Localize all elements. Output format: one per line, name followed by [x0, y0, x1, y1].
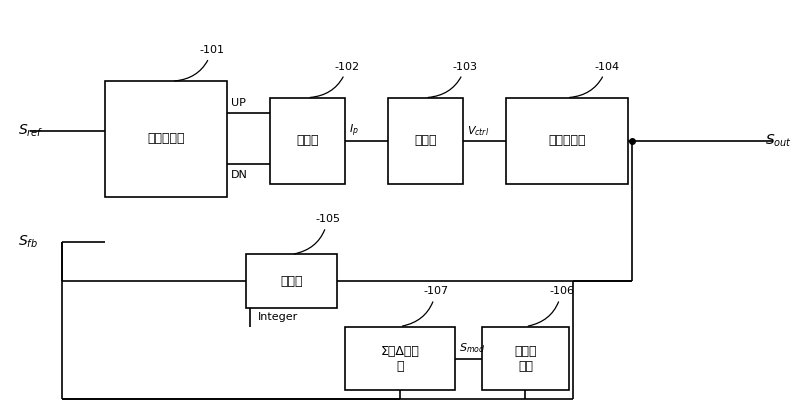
Text: -106: -106 — [528, 286, 574, 326]
FancyBboxPatch shape — [105, 81, 226, 196]
FancyBboxPatch shape — [388, 98, 462, 184]
Text: -107: -107 — [402, 286, 449, 326]
Text: $V_{ctrl}$: $V_{ctrl}$ — [466, 124, 489, 138]
Text: 分频器: 分频器 — [280, 275, 303, 288]
Text: -102: -102 — [310, 62, 360, 97]
Text: UP: UP — [230, 98, 246, 108]
Text: 鉴频鉴相器: 鉴频鉴相器 — [147, 133, 185, 145]
Text: 压控振荡器: 压控振荡器 — [548, 135, 586, 148]
Text: Integer: Integer — [258, 312, 298, 322]
FancyBboxPatch shape — [246, 255, 337, 308]
Text: -105: -105 — [294, 214, 340, 254]
Text: 滤波器: 滤波器 — [414, 135, 437, 148]
Text: -103: -103 — [428, 62, 478, 97]
Text: 波形产
生器: 波形产 生器 — [514, 344, 537, 372]
Text: DN: DN — [230, 170, 247, 180]
Text: $I_p$: $I_p$ — [349, 122, 358, 139]
Text: $S_{out}$: $S_{out}$ — [766, 133, 792, 149]
FancyBboxPatch shape — [506, 98, 628, 184]
Text: 电荷泵: 电荷泵 — [296, 135, 318, 148]
Text: $S_{ref}$: $S_{ref}$ — [18, 122, 44, 139]
Text: $S_{fb}$: $S_{fb}$ — [18, 234, 38, 250]
FancyBboxPatch shape — [482, 326, 569, 390]
Text: $S_{mod}$: $S_{mod}$ — [458, 342, 485, 355]
FancyBboxPatch shape — [270, 98, 345, 184]
FancyBboxPatch shape — [345, 326, 454, 390]
Text: -101: -101 — [174, 45, 225, 81]
Text: Σ－Δ调制
器: Σ－Δ调制 器 — [380, 344, 419, 372]
Text: -104: -104 — [570, 62, 619, 97]
